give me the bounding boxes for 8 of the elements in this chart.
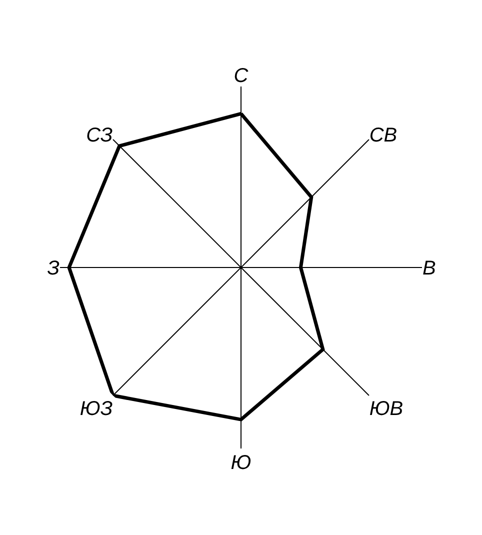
spoke-label: Ю <box>230 452 252 474</box>
spoke-label: СВ <box>369 124 398 146</box>
spoke-label: З <box>47 258 60 280</box>
spoke-label: СЗ <box>86 124 113 146</box>
spoke-label: ЮЗ <box>80 398 113 420</box>
spoke-label: С <box>234 65 249 87</box>
spoke-label: В <box>422 258 436 280</box>
spoke-label: ЮВ <box>369 398 404 420</box>
